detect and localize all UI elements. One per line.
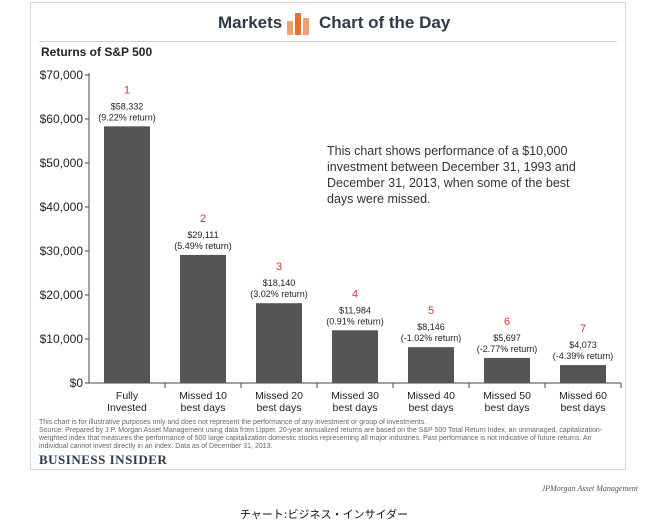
bar [180, 254, 226, 383]
footnote: This chart is for illustrative purposes … [39, 419, 621, 451]
chart-card: Markets Chart of the Day Returns of S&P … [30, 2, 626, 470]
bar [256, 303, 302, 383]
bar [104, 126, 150, 383]
x-category-label-line1: Missed 10 [179, 390, 227, 402]
x-category-label-line2: best days [333, 402, 378, 414]
bar-value-label: $5,697 [493, 333, 521, 343]
bar-return-label: (0.91% return) [326, 316, 384, 326]
bar-rank-label: 7 [580, 323, 586, 335]
bar-return-label: (-4.39% return) [553, 351, 614, 361]
y-tick-label: $50,000 [40, 156, 84, 170]
x-category-label-line2: best days [409, 402, 454, 414]
bar-rank-label: 1 [124, 84, 130, 96]
bar-value-label: $58,332 [111, 101, 144, 111]
x-category-label-line1: Missed 30 [331, 390, 379, 402]
header-markets: Markets [218, 13, 283, 32]
chart-header: Markets Chart of the Day [31, 9, 625, 39]
image-caption: チャート:ビジネス・インサイダー [239, 508, 409, 521]
bar-value-label: $11,984 [339, 305, 371, 315]
y-tick-label: $0 [70, 376, 84, 390]
x-category-label-line1: Missed 50 [483, 390, 531, 402]
y-tick-label: $20,000 [40, 288, 84, 302]
bar-return-label: (5.49% return) [174, 241, 232, 251]
footnote-source: Source: Prepared by J.P. Morgan Asset Ma… [39, 427, 603, 450]
x-category-label-line1: Fully [116, 390, 139, 402]
bar-value-label: $18,140 [263, 278, 296, 288]
bar-rank-label: 3 [276, 261, 282, 273]
bar-value-label: $8,146 [417, 322, 445, 332]
bar-chart: $0 $10,000 $20,000 $30,000 $40,000 $50,000 $60… [40, 68, 622, 414]
x-category-label-line2: best days [561, 402, 606, 414]
bar [332, 330, 378, 383]
chart-title: Returns of S&P 500 [41, 45, 153, 59]
x-category-label-line2: best days [485, 402, 530, 414]
header-divider [39, 41, 617, 42]
y-tick-label: $60,000 [40, 112, 84, 126]
chart-note: This chart shows performance of a $10,00… [327, 144, 576, 206]
bar-rank-label: 4 [352, 288, 358, 300]
x-category-label-line1: Missed 20 [255, 390, 303, 402]
bar-return-label: (3.02% return) [250, 289, 308, 299]
bar-value-label: $4,073 [569, 340, 597, 350]
bar [484, 357, 530, 383]
bar-value-label: $29,111 [187, 230, 218, 240]
bar-rank-label: 2 [200, 213, 206, 225]
y-tick-label: $40,000 [40, 200, 84, 214]
header-chart-of-the-day: Chart of the Day [319, 13, 451, 32]
y-tick-label: $70,000 [40, 68, 84, 82]
bar-rank-label: 6 [504, 316, 510, 328]
business-insider-brand: BUSINESS INSIDER [39, 452, 168, 467]
bar-chart-logo-icon [287, 13, 309, 35]
x-category-label-line2: best days [257, 402, 302, 414]
source-credit: JPMorgan Asset Management [541, 484, 638, 493]
bar [408, 347, 454, 383]
x-category-label-line2: best days [181, 402, 226, 414]
y-tick-label: $30,000 [40, 244, 84, 258]
bar-return-label: (9.22% return) [98, 112, 156, 122]
footnote-disclaimer: This chart is for illustrative purposes … [39, 419, 427, 426]
x-category-label-line1: Missed 40 [407, 390, 455, 402]
x-category-label-line1: Missed 60 [559, 390, 607, 402]
bar-rank-label: 5 [428, 305, 434, 317]
x-category-label-line2: Invested [107, 402, 147, 414]
bar-return-label: (-1.02% return) [401, 333, 462, 343]
y-tick-label: $10,000 [40, 332, 84, 346]
bar [560, 365, 606, 383]
bar-return-label: (-2.77% return) [477, 344, 538, 354]
